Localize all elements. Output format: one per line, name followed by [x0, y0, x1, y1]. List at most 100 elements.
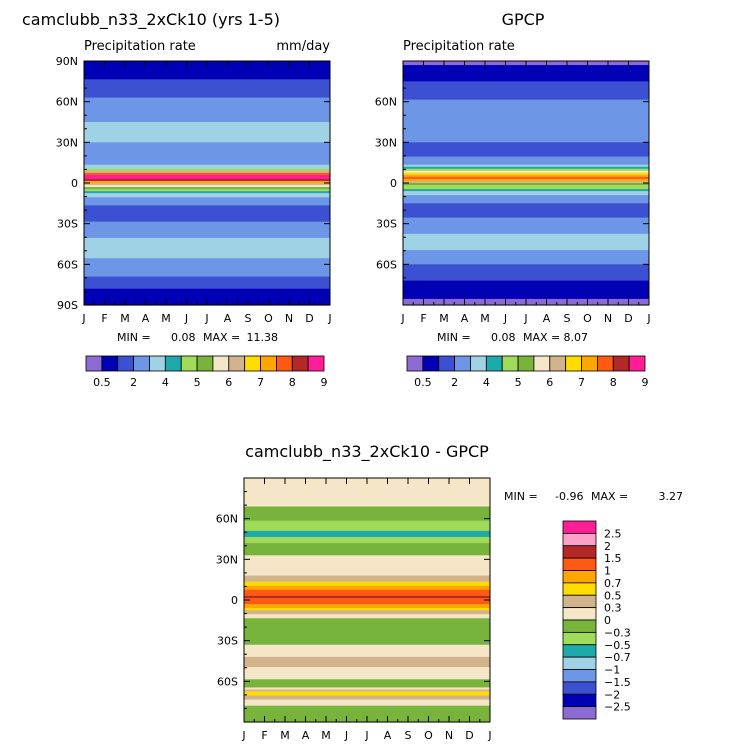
colorbar-box — [562, 693, 597, 708]
colorbar-box — [562, 520, 597, 534]
field-strip — [244, 673, 490, 676]
field-strip — [84, 77, 330, 80]
field-strip — [244, 591, 490, 595]
x-tick-label: M — [280, 729, 290, 742]
field-strip — [244, 689, 490, 693]
field-strip — [244, 665, 490, 668]
field-strip — [244, 526, 490, 530]
x-tick-label: M — [480, 312, 490, 325]
field-strip — [403, 231, 649, 235]
field-strip — [84, 241, 330, 245]
field-strip — [244, 524, 490, 528]
field-strip — [244, 648, 490, 652]
colorbar-box — [307, 355, 325, 372]
field-strip — [244, 553, 490, 556]
colorbar-box — [133, 355, 150, 372]
field-strip — [403, 183, 649, 186]
field-strip — [84, 260, 330, 263]
colorbar-box — [244, 355, 261, 372]
colorbar-box — [406, 355, 424, 372]
field-strip — [244, 516, 490, 520]
colorbar-box — [562, 706, 597, 720]
colorbar-label: 4 — [483, 376, 490, 389]
field-strip — [403, 111, 649, 115]
field-strip — [244, 561, 490, 564]
colorbar-box — [612, 355, 630, 372]
field-strip — [244, 579, 490, 583]
field-strip — [244, 628, 490, 632]
colorbar-label: 7 — [578, 376, 585, 389]
field-strip — [84, 272, 330, 276]
colorbar-box — [85, 355, 103, 372]
colorbar-box — [562, 607, 597, 621]
colorbar-box — [291, 355, 309, 372]
field-strip — [403, 276, 649, 280]
field-strip — [84, 71, 330, 74]
field-strip — [244, 559, 490, 562]
field-strip — [244, 571, 490, 575]
field-strip — [84, 105, 330, 109]
field-strip — [84, 136, 330, 139]
field-strip — [84, 140, 330, 143]
colorbar-box — [533, 355, 551, 372]
field-strip — [84, 195, 330, 198]
field-strip — [244, 620, 490, 623]
field-strip — [403, 180, 649, 184]
field-strip — [403, 122, 649, 125]
field-strip — [403, 97, 649, 101]
field-strip — [403, 124, 649, 127]
field-strip — [403, 294, 649, 298]
field-strip — [403, 136, 649, 139]
colorbar-label: 4 — [162, 376, 169, 389]
field-strip — [244, 671, 490, 674]
field-strip — [403, 191, 649, 194]
field-strip — [84, 89, 330, 93]
field-strip — [244, 600, 490, 603]
field-strip — [244, 703, 490, 707]
field-strip — [403, 225, 649, 229]
field-strip — [244, 500, 490, 503]
x-tick-label: A — [142, 312, 150, 325]
field-strip — [244, 610, 490, 613]
field-strip — [84, 197, 330, 200]
field-strip — [403, 215, 649, 219]
field-strip — [84, 162, 330, 166]
x-tick-label: M — [120, 312, 130, 325]
colorbar-label: −1 — [604, 664, 620, 677]
field-strip — [403, 119, 649, 123]
field-strip — [84, 221, 330, 225]
x-tick-label: D — [624, 312, 632, 325]
field-strip — [244, 522, 490, 526]
field-strip — [84, 284, 330, 288]
field-strip — [403, 166, 649, 170]
field-strip — [244, 624, 490, 628]
field-strip — [84, 207, 330, 211]
x-tick-label: J — [204, 312, 208, 325]
x-tick-label: J — [344, 729, 348, 742]
x-tick-label: J — [184, 312, 188, 325]
obs-colorbar: 0.5 2 4 5 6 7 8 9 — [406, 355, 649, 389]
field-strip — [403, 185, 649, 188]
field-strip — [84, 109, 330, 113]
colorbar-box — [517, 355, 535, 372]
field-strip — [84, 258, 330, 261]
field-strip — [403, 107, 649, 111]
x-tick-label: S — [564, 312, 571, 325]
field-strip — [403, 286, 649, 290]
x-tick-label: O — [583, 312, 592, 325]
field-strip — [244, 520, 490, 524]
field-strip — [244, 573, 490, 577]
field-strip — [403, 258, 649, 261]
y-tick-label: 60N — [375, 96, 397, 109]
field-strip — [244, 604, 490, 607]
x-tick-label: O — [264, 312, 273, 325]
field-strip — [84, 158, 330, 162]
field-strip — [244, 567, 490, 571]
x-tick-label: J — [523, 312, 527, 325]
obs-min-label: MIN = — [437, 331, 471, 344]
colorbar-box — [565, 355, 582, 372]
field-strip — [403, 95, 649, 99]
field-strip — [403, 148, 649, 152]
field-strip — [244, 512, 490, 516]
field-strip — [403, 237, 649, 241]
